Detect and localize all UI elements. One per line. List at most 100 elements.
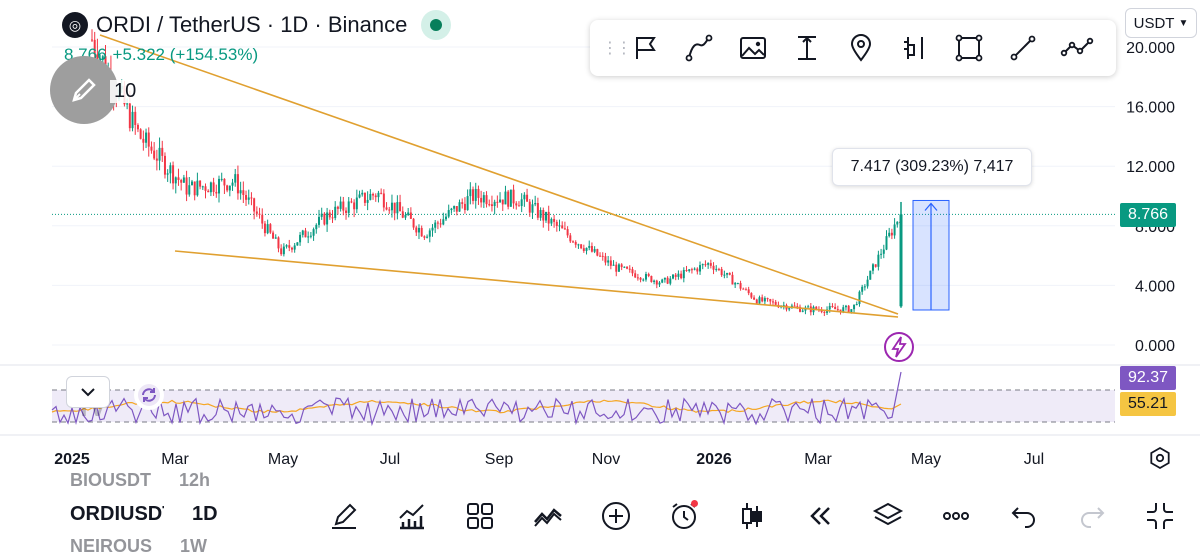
candle-body — [547, 211, 550, 224]
candle-body — [701, 264, 704, 266]
layers-button[interactable] — [854, 492, 922, 540]
candle-body — [628, 268, 631, 270]
candle-body — [401, 211, 404, 218]
chart-settings-button[interactable] — [1146, 444, 1174, 472]
trendlines[interactable] — [99, 34, 899, 318]
watchlist-item[interactable]: BIOUSDT 12h — [70, 470, 210, 491]
more-button[interactable] — [922, 492, 990, 540]
candle-body — [874, 264, 877, 267]
candle-body — [366, 199, 369, 203]
candle-body — [742, 288, 745, 290]
candle-body — [836, 309, 839, 311]
alert-button[interactable] — [650, 492, 718, 540]
watchlist-timeframe: 1W — [180, 536, 208, 554]
candle-body — [288, 245, 291, 248]
drawing-mode-button[interactable] — [50, 56, 118, 124]
vertical-range-icon — [798, 36, 816, 60]
candle-body — [472, 189, 475, 201]
candle-body — [561, 225, 564, 229]
draw-button[interactable] — [310, 492, 378, 540]
fullscreen-button[interactable] — [1126, 492, 1194, 540]
candle-body — [417, 227, 420, 233]
candle-body — [769, 299, 772, 302]
indicators-button[interactable] — [378, 492, 446, 540]
market-status-icon[interactable] — [421, 10, 452, 40]
candle-body — [323, 213, 326, 225]
candle-body — [661, 279, 664, 283]
price-tick-label: 20.000 — [1126, 40, 1175, 57]
trendline-tool-button[interactable] — [996, 20, 1050, 76]
candle-body — [653, 280, 656, 282]
candle-body — [147, 132, 150, 147]
path-tool-button[interactable] — [672, 20, 726, 76]
candle-body — [317, 216, 320, 225]
candle-body — [255, 211, 258, 214]
candle-body — [434, 222, 437, 228]
candle-body — [396, 202, 399, 214]
candle-body — [450, 208, 453, 211]
candle-body — [436, 222, 439, 224]
measure-tooltip: 7.417 (309.23%) 7,417 — [832, 148, 1032, 186]
layouts-icon — [467, 503, 493, 529]
rectangle-tool-button[interactable] — [942, 20, 996, 76]
candle-body — [526, 194, 529, 202]
candle-body — [136, 124, 139, 130]
rsi-sync-button[interactable] — [134, 380, 164, 410]
candle-body — [888, 232, 891, 237]
candle-body — [734, 283, 737, 285]
candle-body — [361, 192, 364, 195]
time-tick-label: May — [911, 451, 941, 468]
drag-handle-icon[interactable]: ⋮⋮ — [602, 40, 632, 57]
redo-icon — [1081, 507, 1105, 528]
price-tick-label: 0.000 — [1135, 338, 1175, 355]
candle-body — [142, 138, 145, 143]
candle-body — [93, 39, 96, 55]
watchlist-item-active[interactable]: ORDIUSDT 1D — [70, 503, 218, 526]
vertical-range-tool-button[interactable] — [780, 20, 834, 76]
candle-body — [528, 201, 531, 213]
redo-button[interactable] — [1058, 492, 1126, 540]
candle-body — [634, 273, 637, 278]
add-symbol-button[interactable] — [582, 492, 650, 540]
polyline-tool-button[interactable] — [1050, 20, 1104, 76]
image-icon — [740, 37, 766, 59]
candle-body — [285, 245, 288, 247]
image-tool-button[interactable] — [726, 20, 780, 76]
candle-type-button[interactable] — [718, 492, 786, 540]
candle-body — [134, 111, 137, 125]
candle-body — [158, 147, 161, 161]
watchlist-item[interactable]: NEIROUS 1W — [70, 536, 207, 554]
candle-body — [126, 103, 129, 105]
candle-body — [304, 230, 307, 238]
candle-body — [372, 193, 375, 196]
currency-select[interactable]: USDT ▼ — [1125, 8, 1197, 38]
collapse-pane-button[interactable] — [66, 376, 110, 408]
candle-body — [807, 306, 810, 308]
symbol-header[interactable]: ◎ ORDI / TetherUS · 1D · Binance — [62, 10, 452, 40]
replay-button[interactable] — [786, 492, 854, 540]
candle-body — [218, 178, 221, 194]
rsi-ma-tag: 55.21 — [1120, 392, 1177, 416]
candle-body — [377, 192, 380, 198]
candle-body — [847, 305, 850, 313]
layouts-button[interactable] — [446, 492, 514, 540]
candle-body — [585, 247, 588, 251]
long-position-tool-button[interactable] — [888, 20, 942, 76]
alert-marker[interactable] — [883, 331, 915, 363]
candle-body — [393, 202, 396, 214]
undo-button[interactable] — [990, 492, 1058, 540]
change-value: +5.322 (+154.53%) — [112, 45, 259, 64]
candle-body — [563, 228, 566, 230]
flag-tool-button[interactable] — [618, 20, 672, 76]
candle-body — [612, 264, 615, 266]
candle-body — [869, 270, 872, 280]
price-tick-label: 12.000 — [1126, 159, 1175, 176]
candle-body — [331, 217, 334, 219]
measure-tool[interactable] — [912, 199, 950, 311]
candle-body — [620, 264, 623, 268]
pin-tool-button[interactable] — [834, 20, 888, 76]
candle-body — [353, 202, 356, 210]
compare-button[interactable] — [514, 492, 582, 540]
candle-body — [174, 177, 177, 184]
